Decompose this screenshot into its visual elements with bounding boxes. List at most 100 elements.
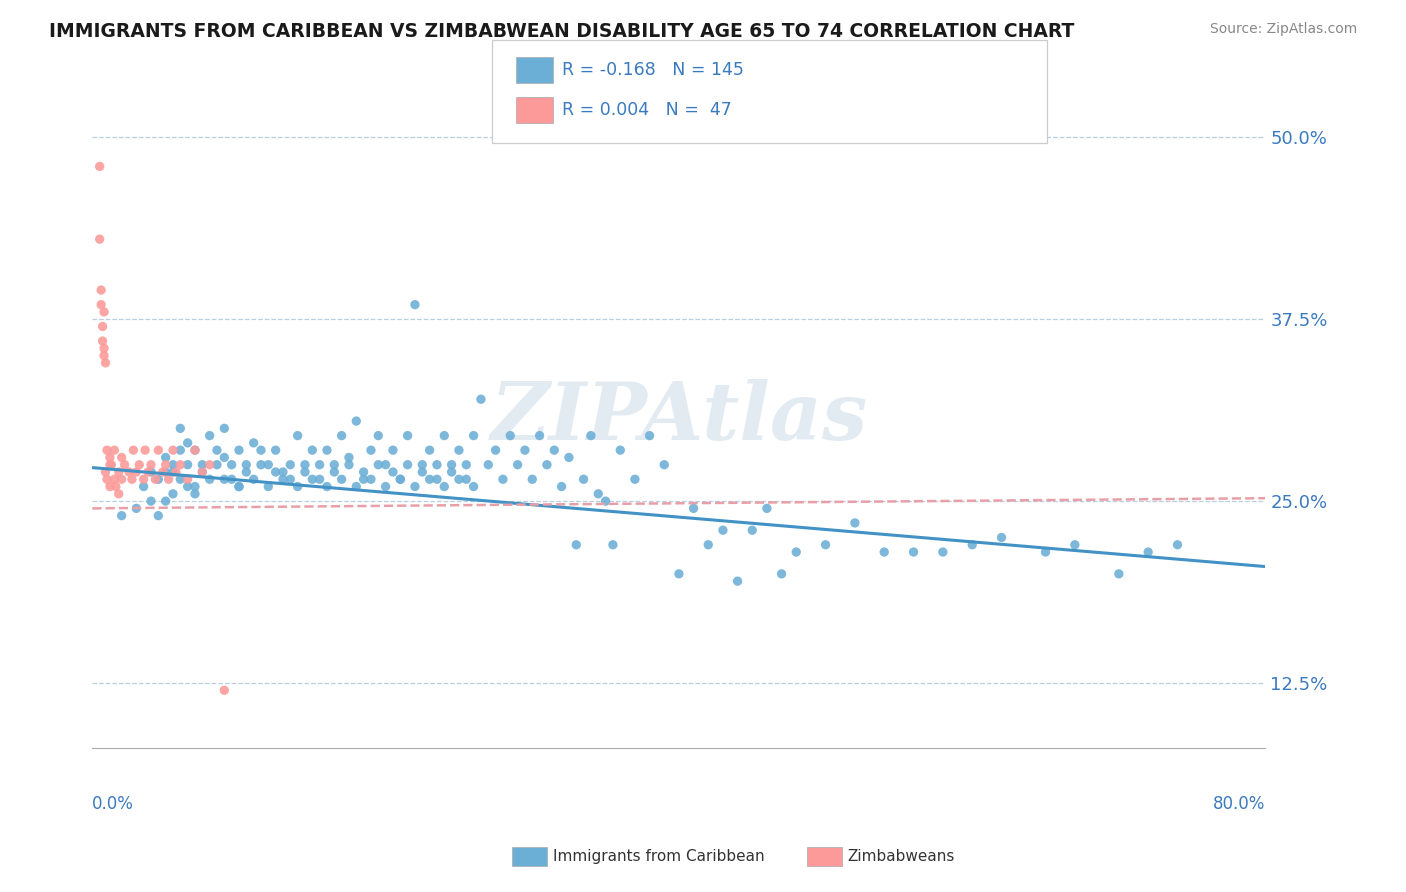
Point xyxy=(433,479,456,493)
Point xyxy=(513,443,536,458)
Point xyxy=(579,428,602,442)
Point xyxy=(162,487,184,501)
Point xyxy=(456,472,478,486)
Point xyxy=(381,465,404,479)
Point xyxy=(426,472,449,486)
Point xyxy=(844,516,866,530)
Point xyxy=(242,472,264,486)
Point xyxy=(89,232,111,246)
Point xyxy=(103,472,125,486)
Point xyxy=(125,501,148,516)
Point xyxy=(136,465,159,479)
Point xyxy=(558,450,581,465)
Point xyxy=(374,479,396,493)
Point xyxy=(90,298,112,312)
Point xyxy=(214,421,236,435)
Point xyxy=(770,566,793,581)
Point xyxy=(433,428,456,442)
Point xyxy=(152,465,174,479)
Point xyxy=(550,479,572,493)
Point xyxy=(145,472,167,486)
Point xyxy=(162,465,184,479)
Point xyxy=(184,479,207,493)
Point xyxy=(93,341,115,355)
Point xyxy=(250,443,273,458)
Point xyxy=(118,465,141,479)
Point xyxy=(104,479,127,493)
Point xyxy=(184,443,207,458)
Point xyxy=(198,472,221,486)
Point xyxy=(344,414,367,428)
Point xyxy=(162,443,184,458)
Point xyxy=(463,479,485,493)
Point xyxy=(447,472,470,486)
Point xyxy=(301,472,323,486)
Point xyxy=(121,472,143,486)
Point xyxy=(323,458,346,472)
Point xyxy=(132,472,155,486)
Point xyxy=(456,458,478,472)
Point xyxy=(294,458,316,472)
Point xyxy=(411,458,433,472)
Point xyxy=(470,392,492,407)
Point xyxy=(1137,545,1160,559)
Point xyxy=(235,458,257,472)
Point xyxy=(257,458,280,472)
Point xyxy=(221,458,243,472)
Point xyxy=(148,472,170,486)
Point xyxy=(125,465,148,479)
Point xyxy=(98,458,121,472)
Point xyxy=(162,458,184,472)
Point xyxy=(785,545,807,559)
Point xyxy=(294,465,316,479)
Point xyxy=(652,458,675,472)
Point xyxy=(543,443,565,458)
Point xyxy=(323,465,346,479)
Point xyxy=(264,465,287,479)
Point xyxy=(184,487,207,501)
Point xyxy=(176,472,198,486)
Point xyxy=(100,458,122,472)
Point xyxy=(214,683,236,698)
Point xyxy=(128,458,150,472)
Point xyxy=(134,443,156,458)
Point xyxy=(682,501,704,516)
Point xyxy=(96,443,118,458)
Point xyxy=(176,479,198,493)
Point xyxy=(205,443,228,458)
Point xyxy=(221,472,243,486)
Point xyxy=(214,472,236,486)
Point xyxy=(111,450,134,465)
Point xyxy=(157,472,180,486)
Point xyxy=(228,479,250,493)
Point xyxy=(506,458,529,472)
Point xyxy=(184,443,207,458)
Point xyxy=(741,523,763,537)
Point xyxy=(337,450,360,465)
Point xyxy=(638,428,661,442)
Point xyxy=(165,465,187,479)
Point xyxy=(1108,566,1130,581)
Point xyxy=(191,458,214,472)
Point xyxy=(93,349,115,363)
Point xyxy=(522,472,544,486)
Point xyxy=(148,443,170,458)
Point xyxy=(191,465,214,479)
Point xyxy=(198,428,221,442)
Point xyxy=(529,428,551,442)
Point xyxy=(932,545,955,559)
Point xyxy=(353,465,375,479)
Point xyxy=(169,472,191,486)
Point xyxy=(287,479,309,493)
Point xyxy=(308,472,330,486)
Point xyxy=(360,472,382,486)
Point xyxy=(107,465,129,479)
Point xyxy=(228,479,250,493)
Point xyxy=(93,305,115,319)
Point xyxy=(257,479,280,493)
Point xyxy=(536,458,558,472)
Point xyxy=(1166,538,1188,552)
Point xyxy=(595,494,617,508)
Point xyxy=(271,465,294,479)
Point xyxy=(271,472,294,486)
